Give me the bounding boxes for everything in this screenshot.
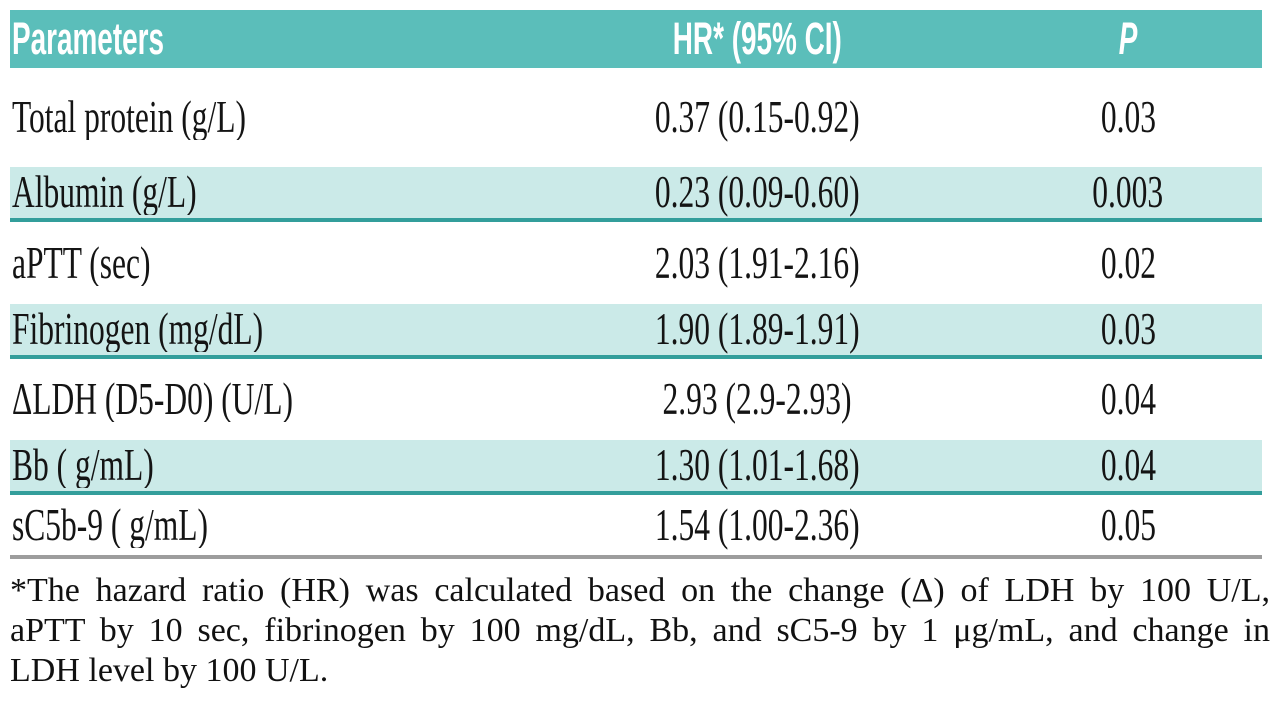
p-cell: 0.04 [992, 377, 1264, 422]
param-cell: ΔLDH (D5-D0) (U/L) [10, 377, 522, 422]
table-header-row: Parameters HR* (95% CI) P [10, 10, 1262, 68]
table-row: Bb ( g/mL) 1.30 (1.01-1.68) 0.04 [10, 440, 1262, 495]
table-row: aPTT (sec) 2.03 (1.91-2.16) 0.02 [10, 222, 1262, 304]
hr-ci-value: 2.93 (2.9-2.93) [662, 374, 852, 424]
p-value: 0.003 [1092, 167, 1164, 217]
param-cell: Albumin (g/L) [10, 170, 522, 215]
p-value: 0.05 [1100, 499, 1156, 550]
hr-ci-cell: 1.54 (1.00-2.36) [522, 499, 992, 550]
header-cell-hr-ci: HR* (95% CI) [522, 13, 992, 65]
param-label: sC5b-9 ( g/mL) [12, 502, 208, 548]
table-row: Fibrinogen (mg/dL) 1.90 (1.89-1.91) 0.03 [10, 304, 1262, 359]
table-row: ΔLDH (D5-D0) (U/L) 2.93 (2.9-2.93) 0.04 [10, 359, 1262, 440]
header-label-hr-ci: HR* (95% CI) [672, 13, 842, 64]
footnote-line: LDH level by 100 U/L. [10, 652, 329, 689]
table-row: sC5b-9 ( g/mL) 1.54 (1.00-2.36) 0.05 [10, 495, 1262, 559]
hr-ci-cell: 2.03 (1.91-2.16) [522, 237, 992, 288]
p-cell: 0.04 [992, 443, 1264, 488]
param-cell: Bb ( g/mL) [10, 443, 522, 488]
p-value: 0.04 [1100, 374, 1156, 424]
param-label: aPTT (sec) [12, 240, 151, 286]
p-cell: 0.003 [992, 170, 1264, 215]
param-cell: Fibrinogen (mg/dL) [10, 307, 522, 352]
hr-ci-cell: 1.30 (1.01-1.68) [522, 443, 992, 488]
p-cell: 0.05 [992, 499, 1264, 550]
header-label-p: P [1118, 13, 1138, 64]
p-value: 0.03 [1100, 92, 1156, 142]
header-label-parameters: Parameters [12, 13, 165, 64]
p-cell: 0.03 [992, 95, 1264, 140]
hr-ci-value: 0.37 (0.15-0.92) [654, 92, 860, 142]
hr-ci-value: 2.03 (1.91-2.16) [654, 237, 860, 288]
param-label: Bb ( g/mL) [12, 443, 154, 488]
header-cell-p: P [992, 13, 1264, 65]
p-cell: 0.03 [992, 307, 1264, 352]
param-cell: aPTT (sec) [10, 241, 522, 286]
hr-ci-cell: 0.23 (0.09-0.60) [522, 170, 992, 215]
param-cell: sC5b-9 ( g/mL) [10, 503, 522, 548]
table-footnote: *The hazard ratio (HR) was calculated ba… [10, 571, 1270, 691]
p-value: 0.03 [1100, 304, 1156, 354]
results-table: Parameters HR* (95% CI) P Total protein … [10, 10, 1262, 559]
p-value: 0.04 [1100, 440, 1156, 490]
table-row: Albumin (g/L) 0.23 (0.09-0.60) 0.003 [10, 167, 1262, 222]
hr-ci-cell: 2.93 (2.9-2.93) [522, 377, 992, 422]
footnote-line: *The hazard ratio (HR) was calculated ba… [10, 572, 1270, 609]
param-label: ΔLDH (D5-D0) (U/L) [12, 377, 293, 422]
p-value: 0.02 [1100, 237, 1156, 288]
hr-ci-cell: 0.37 (0.15-0.92) [522, 95, 992, 140]
hr-ci-value: 1.54 (1.00-2.36) [654, 499, 860, 550]
hr-ci-cell: 1.90 (1.89-1.91) [522, 307, 992, 352]
hr-ci-value: 1.90 (1.89-1.91) [654, 304, 860, 354]
param-label: Fibrinogen (mg/dL) [12, 307, 264, 352]
hr-ci-value: 0.23 (0.09-0.60) [654, 167, 860, 217]
param-label: Albumin (g/L) [12, 170, 197, 215]
param-label: Total protein (g/L) [12, 95, 246, 140]
header-cell-parameters: Parameters [10, 13, 522, 65]
param-cell: Total protein (g/L) [10, 95, 522, 140]
p-cell: 0.02 [992, 237, 1264, 288]
table-row: Total protein (g/L) 0.37 (0.15-0.92) 0.0… [10, 68, 1262, 167]
hr-ci-value: 1.30 (1.01-1.68) [654, 440, 860, 490]
footnote-line: aPTT by 10 sec, fibrinogen by 100 mg/dL,… [10, 612, 1270, 649]
